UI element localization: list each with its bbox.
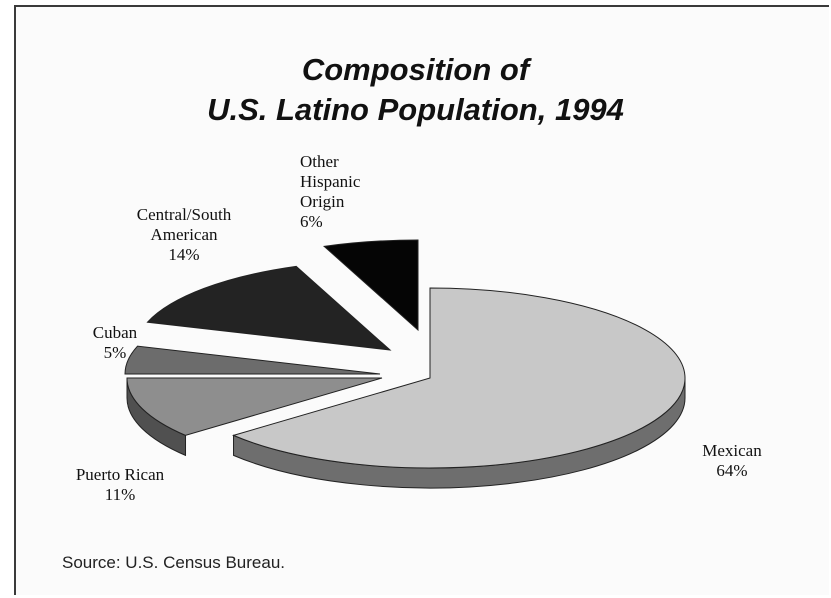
label-puerto-rican-percent: 11% <box>104 485 136 504</box>
label-mexican: Mexican 64% <box>687 441 777 481</box>
label-other-percent: 6% <box>300 212 323 231</box>
label-other-line-1: Other <box>300 152 339 171</box>
label-cuban: Cuban 5% <box>80 323 150 363</box>
label-central-line-1: Central/South <box>136 205 232 224</box>
label-puerto-rican: Puerto Rican 11% <box>60 465 180 505</box>
pie-slice-central-south-american <box>146 265 392 351</box>
label-other-line-3: Origin <box>300 192 345 211</box>
chart-title-line-1: Composition of <box>301 52 530 87</box>
pie-slice-other-hispanic-origin <box>322 239 419 332</box>
label-mexican-name: Mexican <box>702 441 762 460</box>
source-note: Source: U.S. Census Bureau. <box>62 553 286 572</box>
label-cuban-name: Cuban <box>92 323 138 342</box>
chart-title-line-2: U.S. Latino Population, 1994 <box>207 92 624 127</box>
pie-slice-mexican <box>232 287 686 469</box>
label-central-percent: 14% <box>168 245 200 264</box>
chart-frame <box>14 5 829 595</box>
label-other-line-2: Hispanic <box>300 172 361 191</box>
label-central-line-2: American <box>150 225 218 244</box>
label-cuban-percent: 5% <box>103 343 127 362</box>
label-other-hispanic: Other Hispanic Origin 6% <box>300 152 360 232</box>
label-mexican-percent: 64% <box>716 461 748 480</box>
chart-title: Composition of U.S. Latino Population, 1… <box>0 50 831 130</box>
pie-slice-cuban <box>124 345 381 375</box>
label-puerto-rican-name: Puerto Rican <box>75 465 165 484</box>
pie-slice-puerto-rican <box>126 377 383 436</box>
label-central-south-american: Central/South American 14% <box>116 205 252 265</box>
